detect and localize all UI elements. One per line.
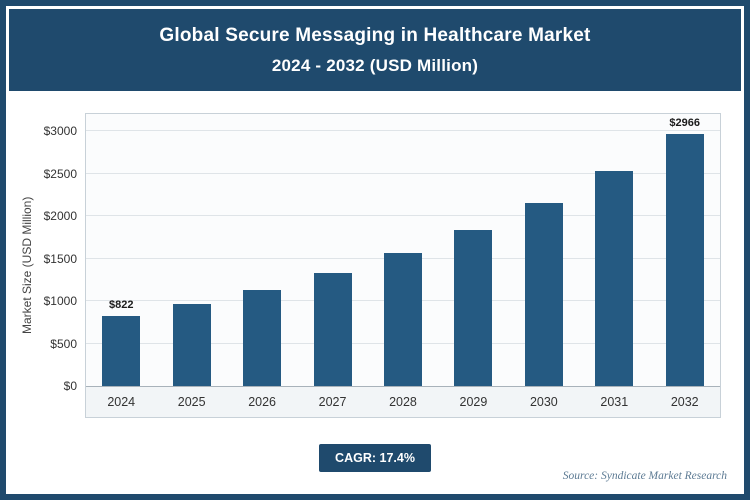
bar-2028 (383, 253, 422, 386)
chart-title-line2: 2024 - 2032 (USD Million) (271, 55, 479, 75)
y-tick-label: $1500 (43, 251, 77, 266)
chart-body: Market Size (USD Million) $0 $500 $1000 $15… (9, 113, 741, 418)
x-tick-2029: 2029 (459, 395, 488, 409)
bar-slot-2025 (156, 132, 226, 386)
x-tick-2025: 2025 (177, 395, 206, 409)
plot-box: $822 $2966 2024 2025 2026 2027 2028 2029 2030 20… (85, 113, 721, 418)
bar-2030 (524, 203, 563, 386)
bar-slot-2028 (368, 132, 438, 386)
y-tick-label: $1000 (43, 294, 77, 308)
x-tick-2031: 2031 (600, 395, 629, 409)
bar-2032 (665, 133, 704, 386)
x-axis-labels: 2024 2025 2026 2027 2028 2029 2030 2031 2032 (86, 387, 720, 417)
y-axis-title: Market Size (USD Million) (20, 196, 34, 334)
chart-footer: CAGR: 17.4% Source: Syndicate Market Res… (9, 444, 741, 486)
grid-line (86, 172, 720, 174)
y-axis-ticks: $0 $500 $1000 $1500 $2000 $2500 $3000 (37, 113, 85, 417)
grid-line (86, 130, 720, 131)
bar-2027 (313, 272, 352, 386)
bar-2024 (102, 316, 141, 386)
bar-slot-2031 (579, 132, 649, 386)
chart-title-line1: Global Secure Messaging in Healthcare Ma… (159, 24, 591, 46)
bar-slot-2026 (227, 132, 297, 386)
x-tick-2030: 2030 (529, 395, 558, 409)
y-tick-label: $2500 (43, 166, 77, 181)
chart-header: Global Secure Messaging in Healthcare Ma… (9, 9, 741, 91)
x-tick-2026: 2026 (248, 395, 276, 409)
plot-area: $822 $2966 (86, 117, 720, 387)
y-tick-label: $0 (63, 379, 77, 393)
bar-slot-2029 (438, 132, 508, 386)
bar-2025 (172, 303, 211, 386)
x-tick-2032: 2032 (670, 395, 699, 409)
bar-2031 (595, 171, 634, 386)
y-tick-label: $500 (50, 336, 77, 351)
bar-slot-2024: $822 (86, 132, 156, 386)
bar-slot-2030 (509, 132, 579, 386)
bar-2026 (243, 289, 282, 386)
bar-value-label-2032: $2966 (669, 116, 701, 129)
x-tick-2024: 2024 (107, 395, 136, 409)
grid-line (86, 215, 720, 216)
x-tick-2027: 2027 (318, 395, 347, 409)
x-tick-2028: 2028 (389, 395, 417, 409)
y-tick-label: $2000 (43, 209, 77, 223)
cagr-badge: CAGR: 17.4% (319, 444, 431, 472)
source-credit: Source: Syndicate Market Research (562, 470, 727, 482)
y-tick-label: $3000 (43, 124, 77, 138)
bar-value-label-2024: $822 (108, 299, 134, 312)
bar-slot-2027 (297, 132, 367, 386)
bar-slot-2032: $2966 (650, 117, 720, 386)
bar-2029 (454, 230, 493, 386)
